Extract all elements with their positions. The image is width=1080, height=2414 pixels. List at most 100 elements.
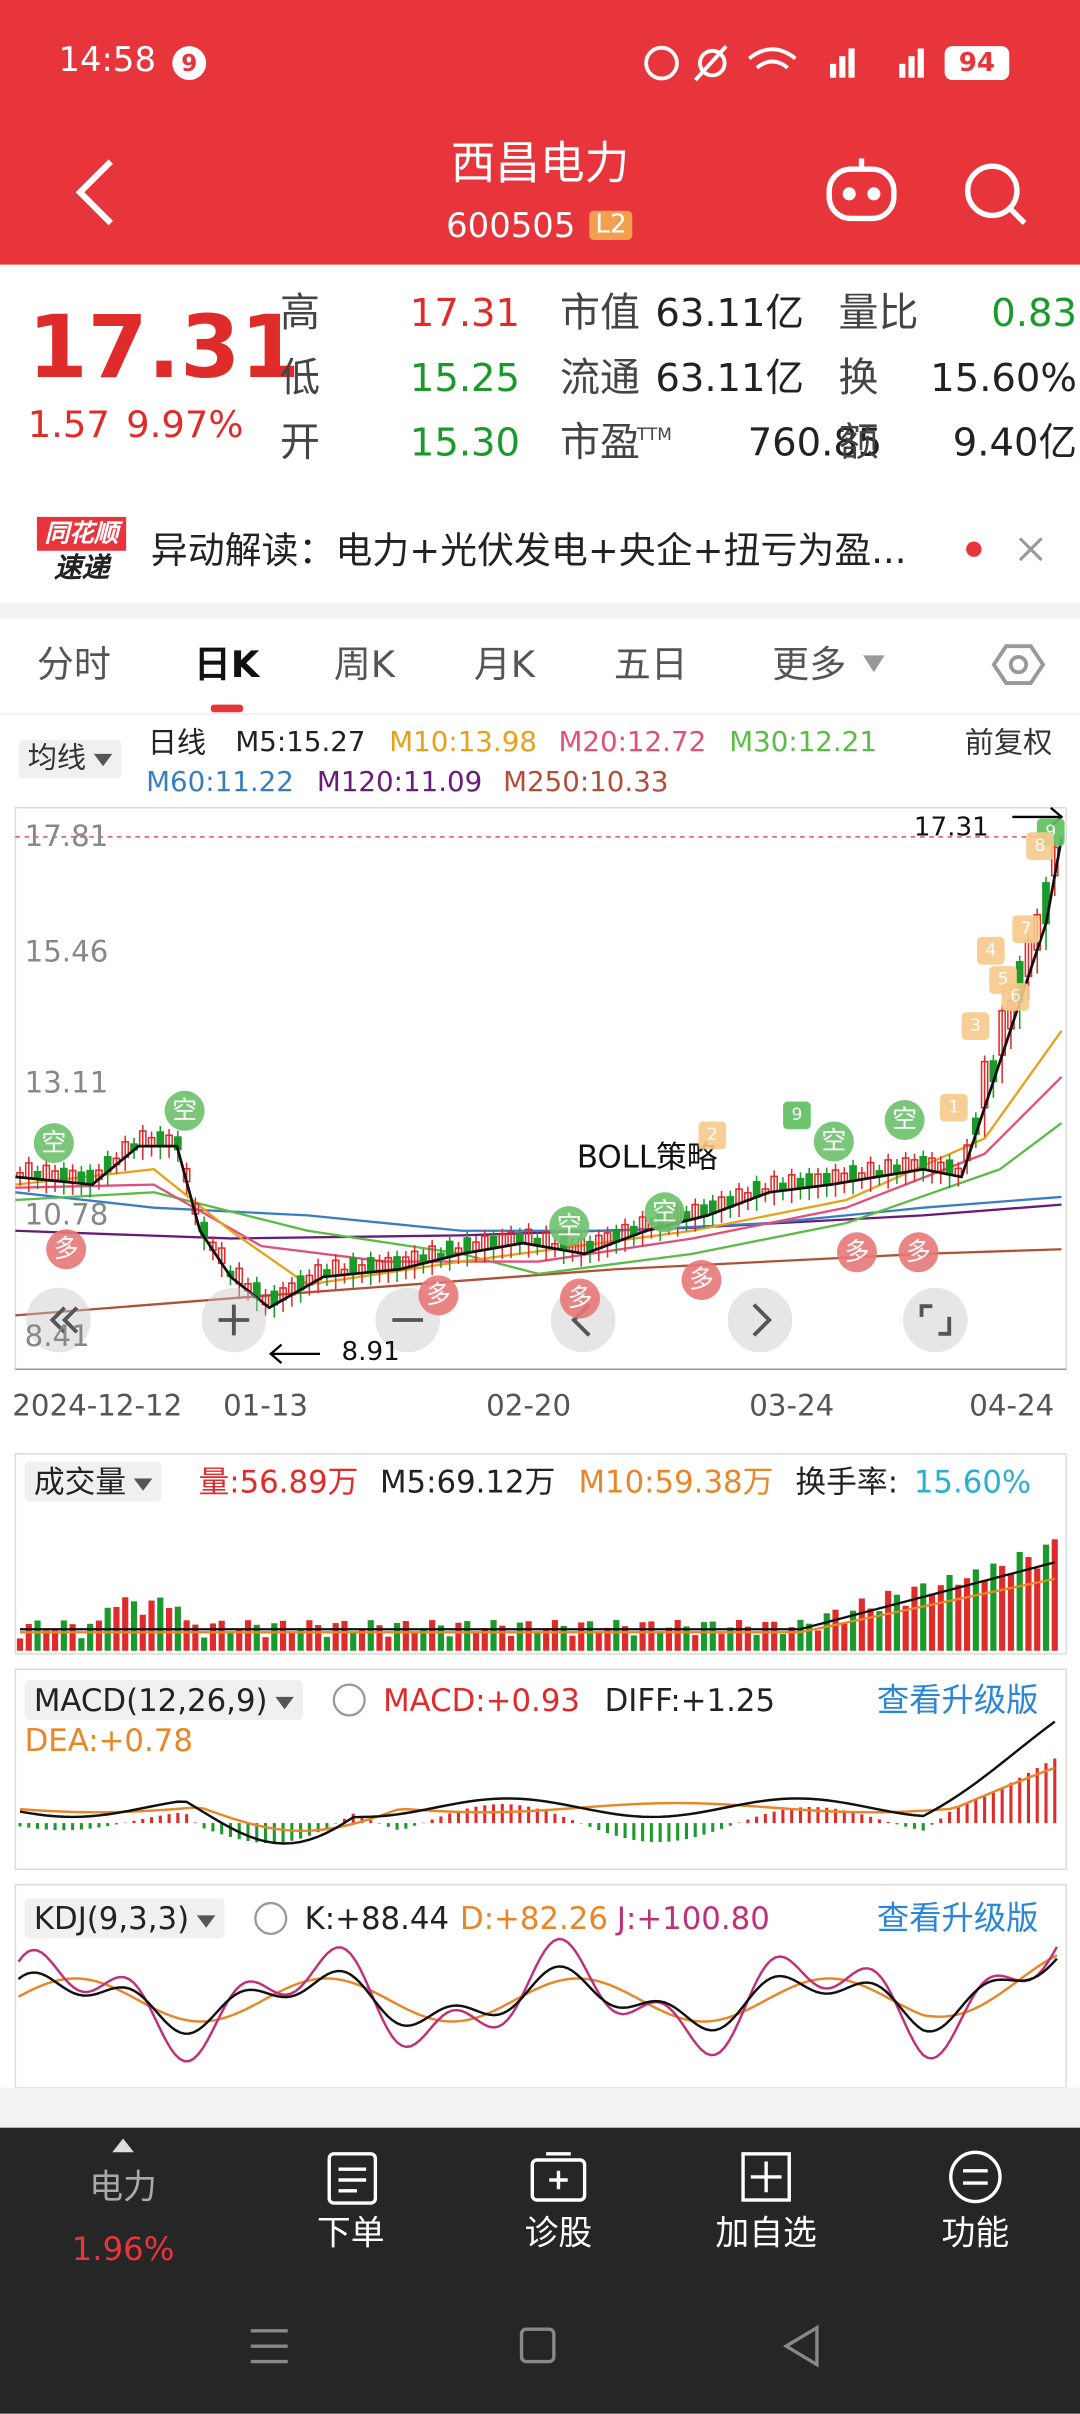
volume-bar (885, 1590, 892, 1651)
chart-controls[interactable] (26, 1287, 968, 1353)
ma-selector[interactable]: 均线 (18, 739, 122, 779)
macd-plot (18, 1720, 1057, 1845)
tab[interactable]: 周K (333, 643, 395, 687)
robot-icon[interactable] (826, 158, 897, 222)
tab[interactable]: 分时 (36, 643, 111, 687)
volume-bar (315, 1625, 322, 1651)
volume-bar (560, 1625, 567, 1651)
volume-bar (201, 1637, 208, 1651)
kline-frame (14, 806, 1067, 1370)
close-icon[interactable] (1018, 537, 1043, 562)
date-label: 04-24 (969, 1389, 1055, 1424)
upgrade-link[interactable]: 查看升级版 (876, 1899, 1039, 1937)
adjust[interactable]: 前复权 (964, 726, 1053, 760)
volume-bar (893, 1594, 900, 1651)
volume-bar (946, 1574, 953, 1651)
tab[interactable]: 更多 (772, 643, 847, 687)
volume-bar (455, 1622, 462, 1651)
volume-bar (858, 1598, 865, 1651)
volume-selector[interactable]: 成交量 (24, 1461, 162, 1502)
kdj-item: D:+82.26 (459, 1899, 608, 1937)
stock-code: 600505 (446, 207, 576, 247)
back-icon[interactable] (75, 159, 113, 226)
status-badge: 9 (172, 46, 207, 80)
volume-bar (841, 1623, 848, 1651)
volume-bar (1034, 1568, 1041, 1651)
indicator-line (17, 1957, 1058, 2035)
volume-bar (727, 1627, 734, 1651)
date-label: 01-13 (223, 1389, 309, 1424)
volume-bar (227, 1631, 234, 1651)
volume-bar (130, 1601, 138, 1651)
volume-bar (718, 1633, 725, 1651)
volume-bar (981, 1580, 988, 1651)
candle-body (945, 1159, 954, 1176)
nav-sub: 1.96% (71, 2230, 175, 2268)
ma-label: M30:12.21 (729, 726, 877, 759)
nav-label[interactable]: 电力 (89, 2169, 157, 2208)
tab[interactable]: 五日 (613, 643, 688, 687)
macd-item: DEA:+0.78 (24, 1721, 193, 1759)
tab[interactable]: 月K (473, 643, 535, 687)
nav-label[interactable]: 诊股 (524, 2215, 593, 2254)
volume-bar (604, 1627, 611, 1651)
volume-bar (753, 1634, 760, 1651)
header-bg (0, 0, 1080, 265)
stat-value: 63.11亿 (655, 290, 804, 336)
tab-active[interactable]: 日K (193, 643, 260, 687)
volume-bar (279, 1620, 287, 1651)
nav-label[interactable]: 功能 (941, 2215, 1010, 2254)
candle-body (366, 1257, 375, 1273)
volume-bar (253, 1624, 260, 1651)
turnover-label: 换手率: (795, 1463, 899, 1500)
stat-value: 760.85 (747, 419, 883, 465)
change: 1.57 (27, 403, 110, 447)
signal: 空 (884, 1099, 925, 1140)
signal: 4 (976, 936, 1005, 965)
volume-bar (464, 1621, 471, 1651)
volume-bar (630, 1635, 637, 1651)
low-label: 8.91 (341, 1336, 400, 1368)
banner-text[interactable]: 异动解读：电力+光伏发电+央企+扭亏为盈... (150, 532, 907, 570)
kline-plot (15, 838, 1063, 1318)
signal: 多 (559, 1278, 600, 1319)
change-percent: 9.97% (126, 403, 244, 447)
signal: 空 (644, 1192, 685, 1233)
candle-body (919, 1155, 928, 1171)
volume-bar (437, 1625, 444, 1651)
stat-value: 0.83 (991, 290, 1077, 336)
volume-bar (1025, 1557, 1032, 1651)
volume-bar (43, 1630, 50, 1651)
volume-bar (402, 1620, 409, 1651)
volume-bar (674, 1620, 681, 1651)
tab-underline (210, 704, 244, 713)
indicator-line (15, 1030, 1063, 1286)
volume-bar (516, 1622, 523, 1651)
stat-value: 9.40亿 (952, 419, 1077, 465)
kdj-item: K:+88.44 (304, 1899, 450, 1937)
volume-bar (832, 1609, 839, 1651)
nav-label[interactable]: 下单 (316, 2215, 385, 2254)
stat-sup: TTM (636, 424, 672, 445)
stat-label: 量比 (838, 290, 919, 337)
settings-icon[interactable] (991, 644, 1046, 685)
macd-title: MACD(12,26,9) (33, 1681, 268, 1719)
brand-bottom: 速递 (53, 552, 110, 585)
help-icon[interactable] (254, 1901, 288, 1935)
kdj-selector[interactable]: KDJ(9,3,3) (24, 1898, 225, 1939)
candle-body (86, 1169, 94, 1186)
signal: 9 (783, 1101, 811, 1130)
macd-selector[interactable]: MACD(12,26,9) (24, 1679, 303, 1720)
candle-body (77, 1171, 86, 1185)
volume-bar (578, 1622, 585, 1651)
help-icon[interactable] (332, 1683, 366, 1717)
nav-icons[interactable] (250, 2150, 1002, 2368)
nav-label[interactable]: 加自选 (715, 2215, 817, 2254)
search-icon[interactable] (964, 163, 1027, 225)
volume-bar (192, 1624, 199, 1651)
y-label: 15.46 (24, 935, 109, 970)
bottom-bar (0, 2127, 1080, 2414)
signal: 7 (1012, 915, 1040, 944)
upgrade-link[interactable]: 查看升级版 (876, 1681, 1039, 1719)
status-time: 14:58 (58, 41, 157, 80)
